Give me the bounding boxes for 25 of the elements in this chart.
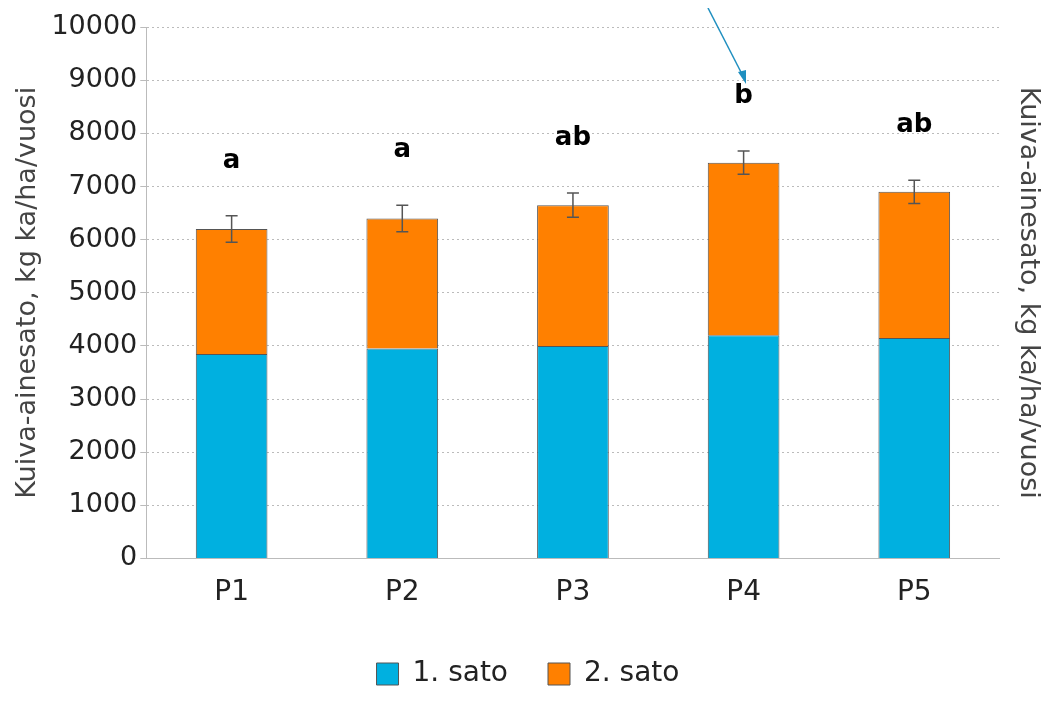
y-tick-label: 4000 bbox=[68, 327, 138, 359]
legend-label: 1. sato bbox=[412, 655, 509, 689]
annotation: ab bbox=[554, 120, 592, 151]
y2-axis-title: Kuiva-ainesato, kg ka/ha/vuosi bbox=[1014, 86, 1046, 499]
y-tick-label: 3000 bbox=[68, 381, 138, 413]
y-tick-label: 7000 bbox=[68, 168, 138, 200]
annotation: ab bbox=[896, 107, 933, 138]
annotation: a bbox=[222, 143, 241, 174]
y-tick-label: 0 bbox=[120, 540, 138, 572]
y-tick-label: 6000 bbox=[68, 221, 138, 253]
y-tick-label: 5000 bbox=[68, 274, 138, 306]
y-tick-label: 10000 bbox=[51, 9, 138, 41]
y-tick-label: 1000 bbox=[68, 487, 138, 519]
annotation: b bbox=[734, 78, 753, 109]
legend-label: 2. sato bbox=[584, 655, 680, 689]
x-tick-label: P4 bbox=[726, 574, 761, 608]
y-tick-label: 2000 bbox=[68, 434, 138, 466]
x-tick-label: P1 bbox=[214, 574, 249, 608]
y-tick-label: 9000 bbox=[68, 62, 138, 94]
y-axis-title: Kuiva-ainesato, kg ka/ha/vuosi bbox=[10, 86, 42, 499]
y-tick-label: 8000 bbox=[68, 115, 138, 147]
x-tick-label: P3 bbox=[555, 574, 591, 608]
x-tick-label: P2 bbox=[384, 574, 420, 608]
annotation: a bbox=[393, 132, 412, 163]
x-tick-label: P5 bbox=[896, 574, 932, 608]
